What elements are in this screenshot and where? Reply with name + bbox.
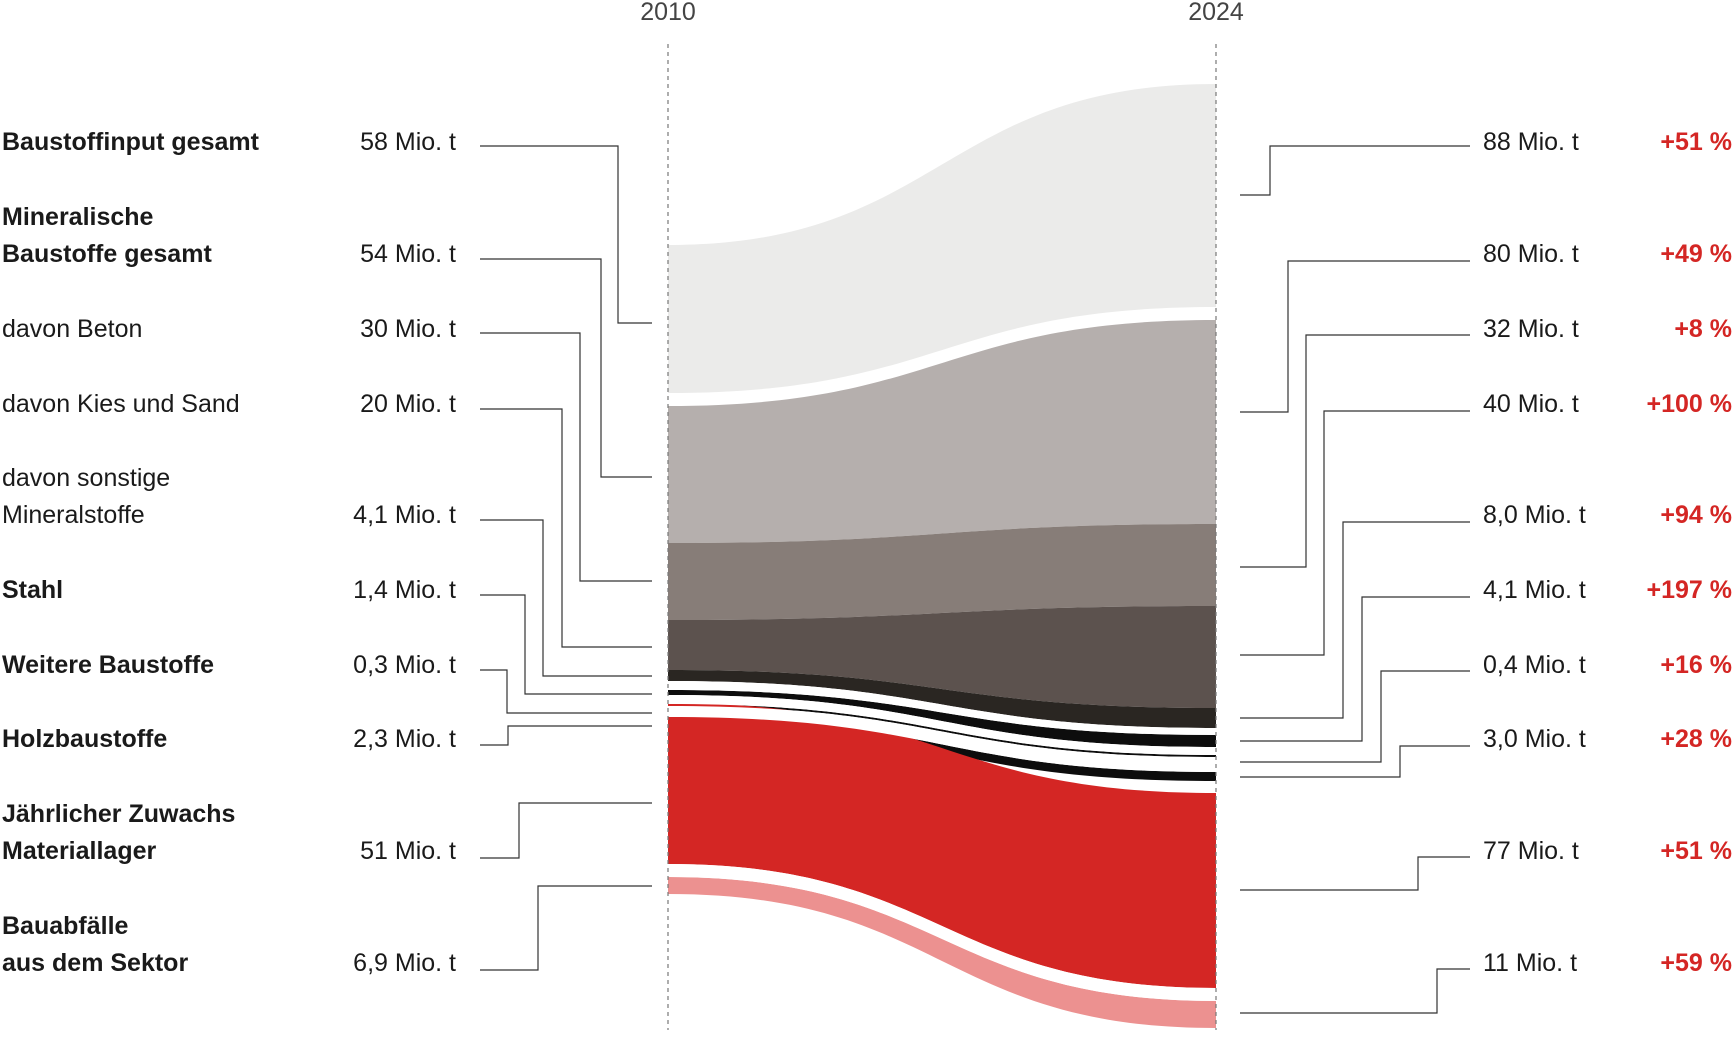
band-sonstige bbox=[668, 670, 1216, 728]
change-kies: +100 % bbox=[1647, 390, 1733, 418]
band-weitere bbox=[668, 704, 1216, 757]
row-label-beton: davon Beton bbox=[2, 315, 142, 343]
band-mineralisch bbox=[668, 320, 1216, 543]
value-2010-holz: 2,3 Mio. t bbox=[353, 725, 456, 753]
change-sonstige: +94 % bbox=[1660, 501, 1732, 529]
leader-2010-beton bbox=[480, 332, 652, 582]
row-label-zuwachs: Materiallager bbox=[2, 837, 157, 865]
value-2010-zuwachs: 51 Mio. t bbox=[360, 837, 456, 865]
band-gap bbox=[668, 681, 1216, 735]
row-label-weitere: Weitere Baustoffe bbox=[2, 651, 214, 679]
value-2010-baustoffinput: 58 Mio. t bbox=[360, 128, 456, 156]
change-mineralisch: +49 % bbox=[1660, 240, 1732, 268]
leader-2024-beton bbox=[1240, 334, 1470, 568]
change-baustoffinput: +51 % bbox=[1660, 128, 1732, 156]
flow-bands bbox=[668, 84, 1216, 1028]
row-label-holz: Holzbaustoffe bbox=[2, 725, 167, 753]
value-2024-abfaelle: 11 Mio. t bbox=[1483, 949, 1577, 977]
value-2010-abfaelle: 6,9 Mio. t bbox=[353, 949, 456, 977]
leader-2010-stahl bbox=[480, 594, 652, 695]
value-2024-holz: 3,0 Mio. t bbox=[1483, 725, 1586, 753]
row-label-sonstige: davon sonstige bbox=[2, 464, 170, 492]
leader-lines bbox=[480, 145, 1470, 1014]
value-2024-stahl: 4,1 Mio. t bbox=[1483, 576, 1586, 604]
value-2010-kies: 20 Mio. t bbox=[360, 390, 456, 418]
leader-2024-kies bbox=[1240, 410, 1470, 656]
row-label-abfaelle: aus dem Sektor bbox=[2, 949, 188, 977]
leader-2024-weitere bbox=[1240, 670, 1470, 763]
band-beton bbox=[668, 524, 1216, 620]
row-label-stahl: Stahl bbox=[2, 576, 63, 604]
leader-2010-weitere bbox=[480, 669, 652, 714]
year-2024-label: 2024 bbox=[1188, 0, 1244, 26]
value-2010-stahl: 1,4 Mio. t bbox=[353, 576, 456, 604]
leader-2024-zuwachs bbox=[1240, 856, 1470, 891]
band-baustoffinput bbox=[668, 84, 1216, 393]
leader-2010-zuwachs bbox=[480, 802, 652, 859]
change-zuwachs: +51 % bbox=[1660, 837, 1732, 865]
leader-2024-abfaelle bbox=[1240, 968, 1470, 1014]
band-abfaelle bbox=[668, 877, 1216, 1028]
change-beton: +8 % bbox=[1674, 315, 1732, 343]
value-2010-weitere: 0,3 Mio. t bbox=[353, 651, 456, 679]
change-holz: +28 % bbox=[1660, 725, 1732, 753]
row-label-zuwachs: Jährlicher Zuwachs bbox=[2, 800, 235, 828]
value-2010-sonstige: 4,1 Mio. t bbox=[353, 501, 456, 529]
value-2024-beton: 32 Mio. t bbox=[1483, 315, 1579, 343]
row-label-mineralisch: Baustoffe gesamt bbox=[2, 240, 212, 268]
band-zuwachs bbox=[668, 703, 1216, 988]
band-stahl bbox=[668, 690, 1216, 747]
leader-2010-baustoffinput bbox=[480, 145, 652, 324]
row-label-sonstige: Mineralstoffe bbox=[2, 501, 145, 529]
change-abfaelle: +59 % bbox=[1660, 949, 1732, 977]
row-label-mineralisch: Mineralische bbox=[2, 203, 154, 231]
leader-2024-baustoffinput bbox=[1240, 145, 1470, 196]
band-gap bbox=[668, 864, 1216, 1001]
value-2024-baustoffinput: 88 Mio. t bbox=[1483, 128, 1579, 156]
leader-2010-kies bbox=[480, 408, 652, 648]
leader-2010-sonstige bbox=[480, 519, 652, 677]
leader-2024-holz bbox=[1240, 745, 1470, 778]
row-label-abfaelle: Bauabfälle bbox=[2, 912, 129, 940]
row-labels: Baustoffinput gesamt 58 Mio. t 88 Mio. t +5… bbox=[2, 128, 1732, 977]
leader-2010-mineralisch bbox=[480, 258, 652, 478]
value-2010-beton: 30 Mio. t bbox=[360, 315, 456, 343]
row-label-kies: davon Kies und Sand bbox=[2, 390, 240, 418]
value-2024-mineralisch: 80 Mio. t bbox=[1483, 240, 1579, 268]
band-gap bbox=[668, 695, 1216, 755]
leader-2010-abfaelle bbox=[480, 885, 652, 971]
leader-2010-holz bbox=[480, 725, 652, 746]
leader-2024-sonstige bbox=[1240, 521, 1470, 719]
value-2024-weitere: 0,4 Mio. t bbox=[1483, 651, 1586, 679]
change-weitere: +16 % bbox=[1660, 651, 1732, 679]
year-guides: 2010 2024 bbox=[640, 0, 1244, 1030]
leader-2024-stahl bbox=[1240, 596, 1470, 742]
value-2024-zuwachs: 77 Mio. t bbox=[1483, 837, 1579, 865]
leader-2024-mineralisch bbox=[1240, 260, 1470, 413]
value-2024-sonstige: 8,0 Mio. t bbox=[1483, 501, 1586, 529]
row-label-baustoffinput: Baustoffinput gesamt bbox=[2, 128, 260, 156]
band-gap bbox=[668, 706, 1216, 772]
value-2024-kies: 40 Mio. t bbox=[1483, 390, 1579, 418]
year-2010-label: 2010 bbox=[640, 0, 696, 26]
value-2010-mineralisch: 54 Mio. t bbox=[360, 240, 456, 268]
band-kies bbox=[668, 606, 1216, 708]
change-stahl: +197 % bbox=[1647, 576, 1733, 604]
